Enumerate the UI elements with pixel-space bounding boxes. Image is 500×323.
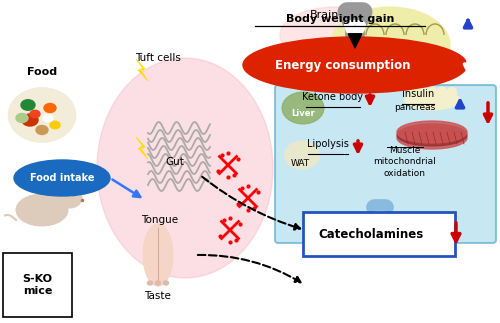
Text: Brain: Brain [310, 10, 340, 20]
Text: Catecholamines: Catecholamines [318, 227, 424, 241]
Ellipse shape [16, 194, 68, 226]
Ellipse shape [73, 182, 83, 194]
Text: Energy consumption: Energy consumption [275, 58, 411, 71]
Text: Lipolysis: Lipolysis [307, 139, 349, 149]
Ellipse shape [22, 114, 38, 126]
FancyBboxPatch shape [303, 212, 455, 256]
Ellipse shape [43, 114, 53, 122]
Text: Body weight gain: Body weight gain [286, 14, 394, 24]
Ellipse shape [58, 188, 82, 208]
Ellipse shape [397, 121, 467, 143]
Ellipse shape [397, 127, 467, 149]
Ellipse shape [16, 113, 28, 122]
Ellipse shape [282, 92, 324, 124]
Ellipse shape [427, 87, 437, 97]
Text: Ketone body: Ketone body [302, 92, 364, 102]
Text: Gut: Gut [166, 157, 184, 167]
FancyBboxPatch shape [3, 253, 72, 317]
Ellipse shape [284, 141, 320, 169]
Text: Taste: Taste [144, 291, 172, 301]
Ellipse shape [156, 281, 160, 285]
Text: Liver: Liver [291, 109, 315, 118]
Text: Food intake: Food intake [30, 173, 94, 183]
Ellipse shape [437, 87, 447, 97]
Text: Insulin: Insulin [402, 89, 434, 99]
Ellipse shape [8, 88, 76, 142]
Text: Food: Food [27, 67, 57, 77]
Ellipse shape [404, 90, 460, 110]
Ellipse shape [30, 110, 40, 118]
Ellipse shape [330, 7, 450, 83]
Ellipse shape [417, 87, 427, 97]
Text: Tongue: Tongue [142, 215, 178, 225]
Ellipse shape [243, 37, 467, 93]
Ellipse shape [14, 160, 110, 196]
Ellipse shape [36, 126, 48, 134]
Text: pancreas: pancreas [394, 103, 436, 112]
Ellipse shape [407, 87, 417, 97]
Polygon shape [136, 59, 148, 81]
Ellipse shape [50, 121, 60, 129]
Ellipse shape [447, 87, 457, 97]
Text: WAT: WAT [290, 160, 310, 169]
Ellipse shape [148, 281, 152, 285]
Ellipse shape [97, 58, 273, 278]
Ellipse shape [280, 7, 390, 63]
Text: S-KO
mice: S-KO mice [22, 274, 52, 296]
Text: Tuft cells: Tuft cells [135, 53, 181, 63]
Ellipse shape [143, 224, 173, 286]
Polygon shape [136, 137, 148, 159]
FancyBboxPatch shape [275, 85, 496, 243]
Ellipse shape [21, 100, 35, 110]
Ellipse shape [164, 281, 168, 285]
Ellipse shape [397, 124, 467, 146]
Text: Muscle
mitochondrial
oxidation: Muscle mitochondrial oxidation [374, 146, 436, 178]
Ellipse shape [44, 103, 56, 112]
